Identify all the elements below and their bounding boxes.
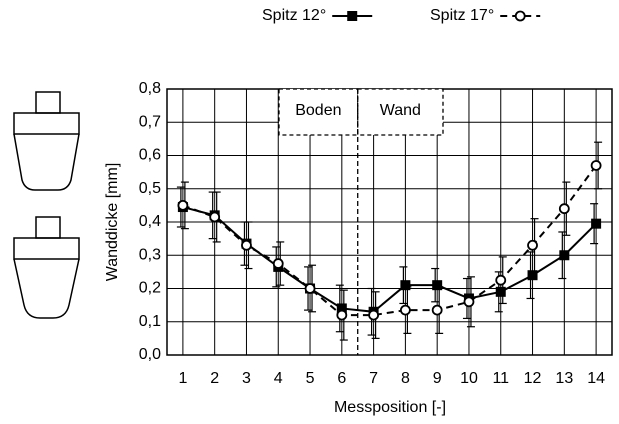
- marker: [368, 309, 380, 321]
- x-tick-label: 7: [369, 370, 378, 387]
- x-tick-label: 14: [587, 370, 605, 387]
- marker: [336, 309, 348, 321]
- marker: [432, 280, 443, 291]
- marker: [527, 270, 538, 281]
- legend-marker: [347, 11, 358, 21]
- nozzle-icon: [13, 216, 80, 319]
- series-line: [182, 164, 597, 317]
- y-tick-label: 0,6: [139, 147, 161, 164]
- annotation-box: [357, 88, 444, 136]
- y-tick-label: 0,1: [139, 313, 161, 330]
- annotation: Wand: [380, 102, 421, 119]
- x-tick-label: 6: [337, 370, 346, 387]
- marker: [495, 286, 506, 297]
- marker: [527, 239, 538, 251]
- annotation-box: [278, 88, 359, 136]
- legend-marker: [514, 10, 526, 22]
- marker: [241, 239, 252, 251]
- annotation: Boden: [295, 102, 341, 119]
- x-tick-label: 12: [524, 370, 542, 387]
- x-tick-label: 10: [460, 370, 478, 387]
- x-tick-label: 2: [210, 370, 219, 387]
- x-tick-label: 11: [492, 370, 509, 387]
- y-tick-label: 0,5: [139, 180, 161, 197]
- marker: [463, 296, 475, 308]
- marker: [558, 203, 570, 215]
- legend-label: Spitz 17°: [430, 7, 494, 24]
- marker: [495, 274, 507, 286]
- marker: [177, 199, 189, 211]
- x-tick-label: 3: [242, 370, 251, 387]
- x-tick-label: 5: [306, 370, 315, 387]
- marker: [336, 303, 347, 314]
- legend-label: Spitz 12°: [262, 7, 326, 24]
- y-tick-label: 0,8: [139, 80, 161, 97]
- series-line: [182, 206, 597, 313]
- y-tick-label: 0,7: [139, 113, 161, 130]
- x-tick-label: 13: [555, 370, 573, 387]
- nozzle-icon: [13, 91, 80, 191]
- x-axis-label: Messposition [-]: [334, 399, 446, 416]
- marker: [590, 160, 602, 171]
- marker: [431, 304, 443, 316]
- y-axis-label: Wanddicke [mm]: [104, 163, 121, 282]
- marker: [272, 258, 284, 269]
- marker: [591, 218, 602, 229]
- marker: [559, 250, 570, 261]
- x-tick-label: 4: [274, 370, 283, 387]
- marker: [400, 280, 411, 291]
- marker: [399, 304, 411, 316]
- x-tick-label: 9: [433, 370, 442, 387]
- x-tick-label: 8: [401, 370, 410, 387]
- y-tick-label: 0,2: [139, 280, 161, 297]
- marker: [304, 283, 316, 294]
- y-tick-label: 0,3: [139, 246, 161, 263]
- y-tick-label: 0,0: [139, 346, 161, 363]
- x-tick-label: 1: [178, 370, 187, 387]
- y-tick-label: 0,4: [139, 213, 161, 230]
- marker: [209, 211, 221, 223]
